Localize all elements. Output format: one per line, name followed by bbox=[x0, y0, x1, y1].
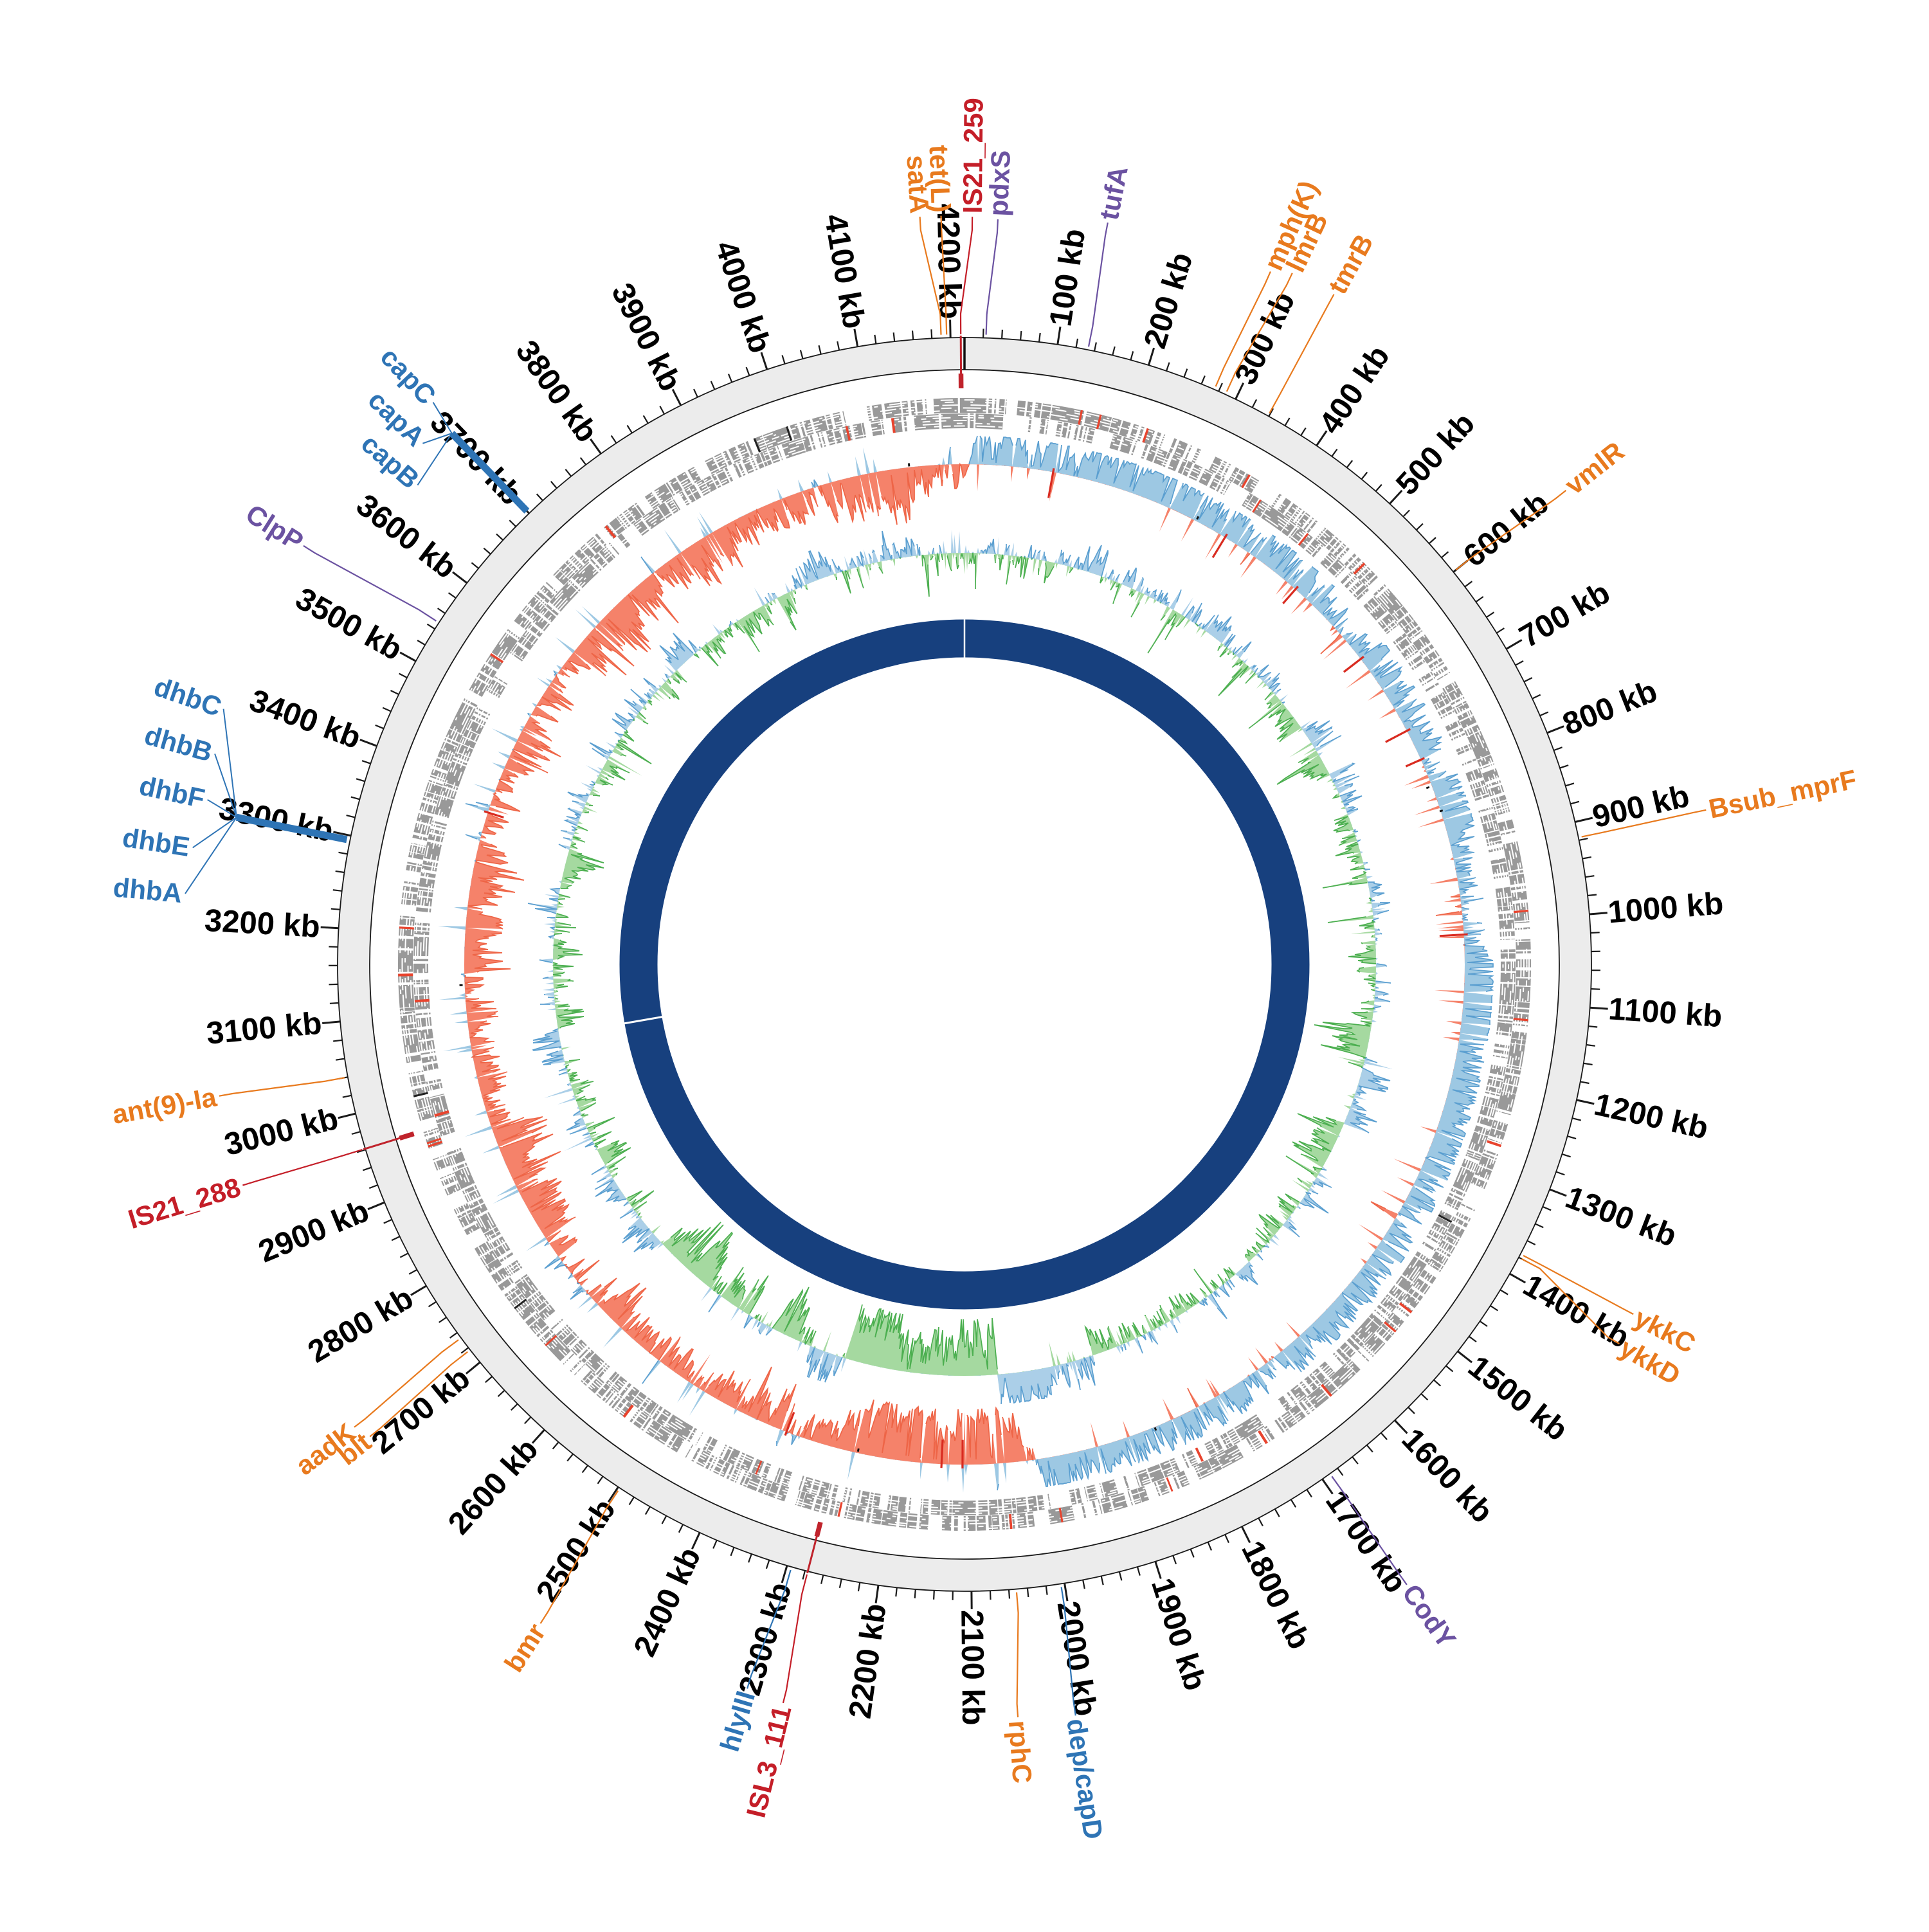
svg-text:rphC: rphC bbox=[1003, 1719, 1038, 1784]
svg-text:2100 kb: 2100 kb bbox=[954, 1610, 990, 1726]
svg-text:pdxS: pdxS bbox=[983, 150, 1017, 217]
svg-text:dhbA: dhbA bbox=[112, 872, 183, 908]
svg-text:tet(L): tet(L) bbox=[924, 145, 956, 213]
svg-text:3200 kb: 3200 kb bbox=[204, 903, 322, 944]
